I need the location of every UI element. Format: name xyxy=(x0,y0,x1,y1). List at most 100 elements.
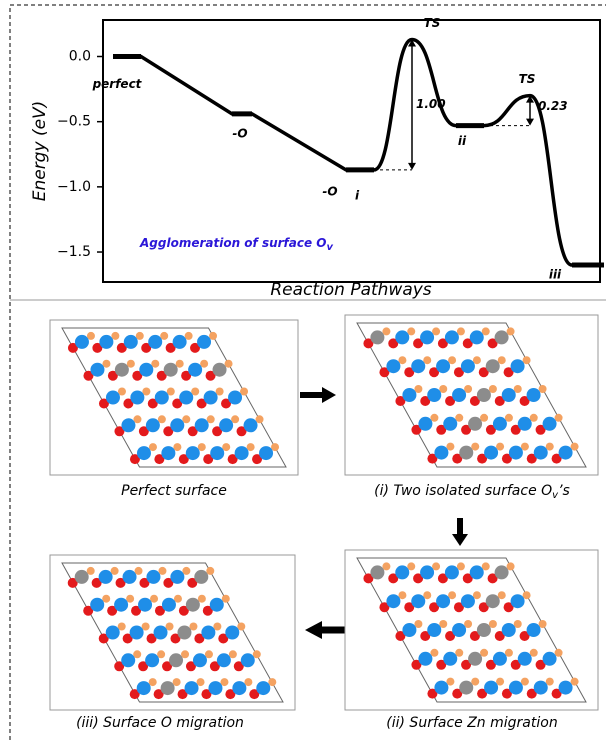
atom-zn xyxy=(121,653,135,667)
atom-zn xyxy=(121,418,135,432)
state-label: iii xyxy=(549,268,562,282)
atom-zn xyxy=(493,417,507,431)
atom-zn xyxy=(217,653,231,667)
arrow-head xyxy=(526,119,534,126)
atom-zn xyxy=(486,359,500,373)
annotation: Agglomeration of surface Ov xyxy=(139,236,334,254)
atom-zn xyxy=(495,565,509,579)
state-label: i xyxy=(355,188,360,202)
atom-zn xyxy=(188,363,202,377)
atom-zn xyxy=(228,391,242,405)
atom-zn xyxy=(543,652,557,666)
atom-zn xyxy=(138,598,152,612)
atom-zn xyxy=(493,652,507,666)
atom-zn xyxy=(386,359,400,373)
atom-zn xyxy=(137,681,151,695)
atom-zn xyxy=(235,446,249,460)
atom-zn xyxy=(194,570,208,584)
atom-zn xyxy=(370,565,384,579)
atom-zn xyxy=(436,594,450,608)
atom-zn xyxy=(434,681,448,695)
atom-zn xyxy=(161,681,175,695)
atom-zn xyxy=(115,363,129,377)
atom-zn xyxy=(436,359,450,373)
atom-zn xyxy=(461,594,475,608)
atom-zn xyxy=(197,335,211,349)
state-label: -O xyxy=(322,184,337,198)
atom-zn xyxy=(477,388,491,402)
atom-zn xyxy=(146,570,160,584)
caption: (ii) Surface Zn migration xyxy=(386,715,557,731)
atom-zn xyxy=(468,417,482,431)
atom-zn xyxy=(502,623,516,637)
atom-zn xyxy=(106,391,120,405)
atom-zn xyxy=(461,359,475,373)
atom-zn xyxy=(434,446,448,460)
atom-zn xyxy=(395,565,409,579)
atom-zn xyxy=(420,330,434,344)
atom-zn xyxy=(477,623,491,637)
atom-zn xyxy=(170,418,184,432)
atom-zn xyxy=(177,626,191,640)
arrow-head xyxy=(408,163,416,170)
arrow-head xyxy=(322,387,336,403)
atom-zn xyxy=(259,446,273,460)
atom-zn xyxy=(518,417,532,431)
state-label: -O xyxy=(232,126,247,140)
atom-zn xyxy=(502,388,516,402)
y-tick-label: −1.0 xyxy=(57,179,91,195)
atom-zn xyxy=(395,330,409,344)
atom-zn xyxy=(486,594,500,608)
atom-zn xyxy=(511,594,525,608)
atom-zn xyxy=(186,446,200,460)
atom-zn xyxy=(427,388,441,402)
atom-zn xyxy=(543,417,557,431)
atom-zn xyxy=(418,417,432,431)
atom-zn xyxy=(256,681,270,695)
atom-zn xyxy=(139,363,153,377)
atom-zn xyxy=(130,626,144,640)
state-label: perfect xyxy=(92,77,143,91)
y-axis-label: Energy (eV) xyxy=(30,101,50,202)
y-tick-label: 0.0 xyxy=(69,48,91,64)
y-tick-label: −1.5 xyxy=(57,244,91,260)
atom-zn xyxy=(201,626,215,640)
atom-zn xyxy=(225,626,239,640)
atom-zn xyxy=(452,388,466,402)
atom-zn xyxy=(468,652,482,666)
annotation-sub: v xyxy=(327,242,334,253)
atom-zn xyxy=(145,653,159,667)
atom-zn xyxy=(445,565,459,579)
atom-zn xyxy=(161,446,175,460)
barrier-label: 0.23 xyxy=(538,99,568,113)
atom-zn xyxy=(484,446,498,460)
atom-zn xyxy=(418,652,432,666)
atom-zn xyxy=(173,335,187,349)
state-label: TS xyxy=(424,16,441,30)
atom-zn xyxy=(90,598,104,612)
atom-zn xyxy=(244,418,258,432)
atom-zn xyxy=(559,446,573,460)
atom-zn xyxy=(232,681,246,695)
atom-zn xyxy=(99,335,113,349)
atom-zn xyxy=(459,446,473,460)
atom-zn xyxy=(210,598,224,612)
annotation-text: Agglomeration of surface O xyxy=(139,236,327,250)
atom-zn xyxy=(213,363,227,377)
state-label: TS xyxy=(519,72,536,86)
atom-zn xyxy=(495,330,509,344)
atom-zn xyxy=(411,594,425,608)
atom-zn xyxy=(518,652,532,666)
figure: Energy (eV) Reaction Pathways 0.0−0.5−1.… xyxy=(0,0,608,740)
atom-zn xyxy=(154,626,168,640)
atom-zn xyxy=(162,598,176,612)
atom-zn xyxy=(193,653,207,667)
atom-zn xyxy=(534,681,548,695)
atom-zn xyxy=(484,681,498,695)
atom-zn xyxy=(99,570,113,584)
caption-text: Perfect surface xyxy=(121,483,227,499)
caption-text: (iii) Surface O migration xyxy=(76,715,244,731)
atom-zn xyxy=(511,359,525,373)
atom-zn xyxy=(124,335,138,349)
atom-zn xyxy=(170,570,184,584)
